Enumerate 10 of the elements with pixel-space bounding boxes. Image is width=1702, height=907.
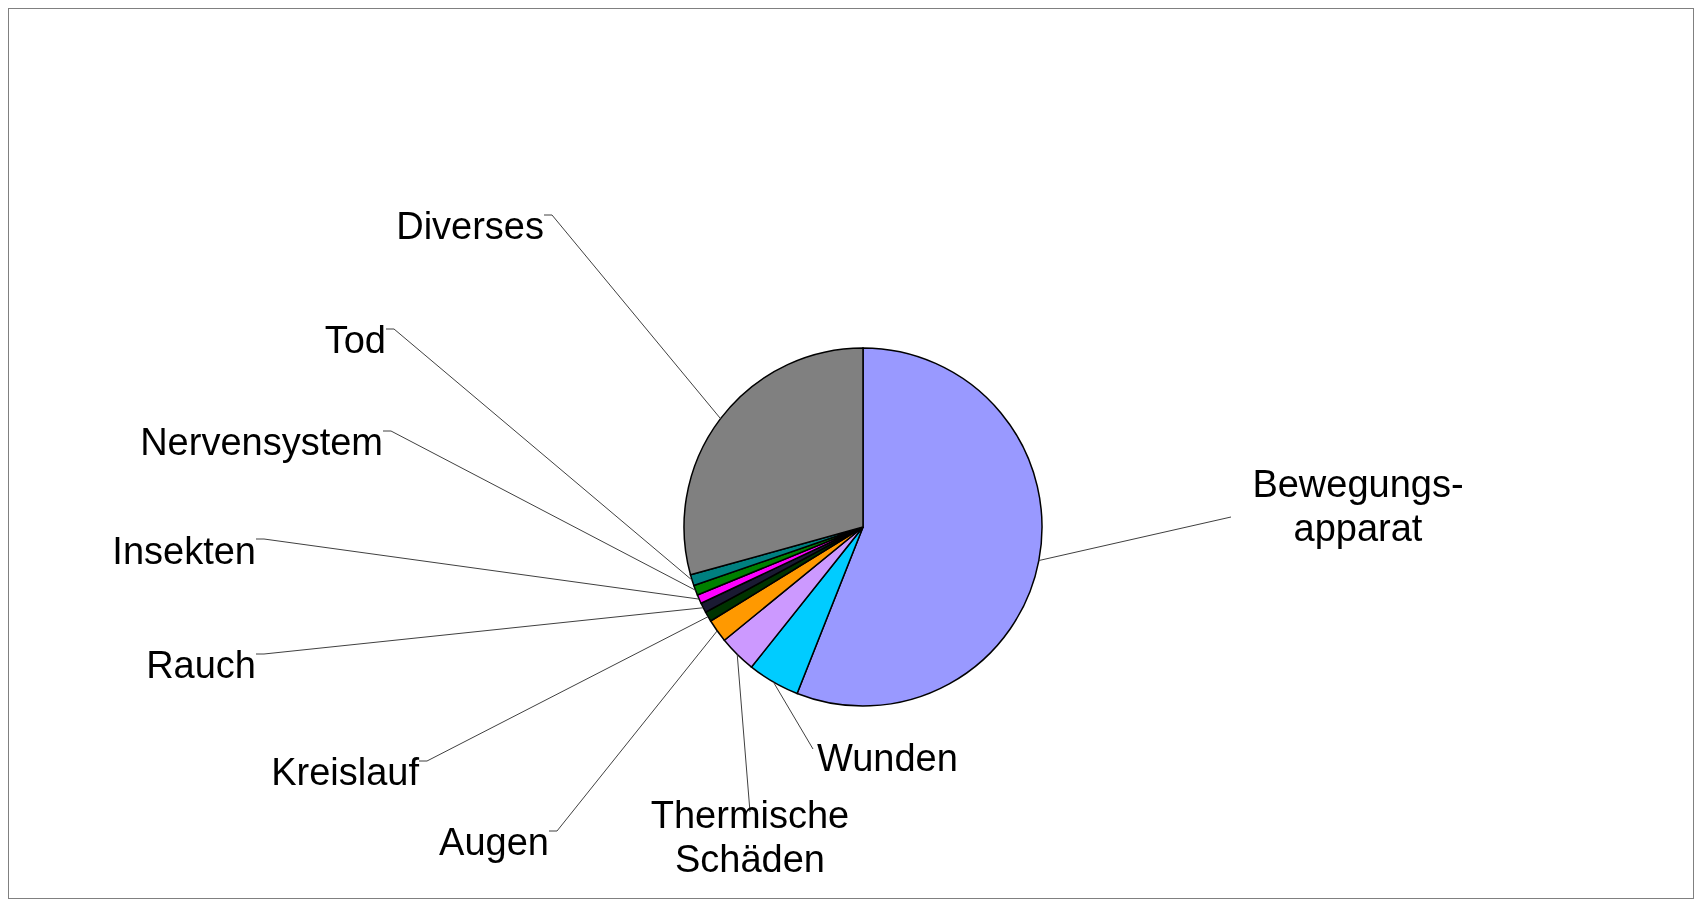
slice-label: Bewegungs- apparat: [1252, 463, 1464, 550]
slice-label: Wunden: [817, 737, 958, 780]
slice-label: Insekten: [112, 530, 256, 573]
slice-label: Tod: [324, 319, 386, 362]
slice-label: Diverses: [396, 205, 544, 248]
slice-label: Kreislauf: [271, 751, 420, 794]
slice-label: Rauch: [146, 644, 256, 687]
slice-label: Augen: [439, 821, 549, 864]
slice-label: Nervensystem: [140, 421, 383, 464]
slice-label: Thermische Schäden: [650, 794, 850, 881]
